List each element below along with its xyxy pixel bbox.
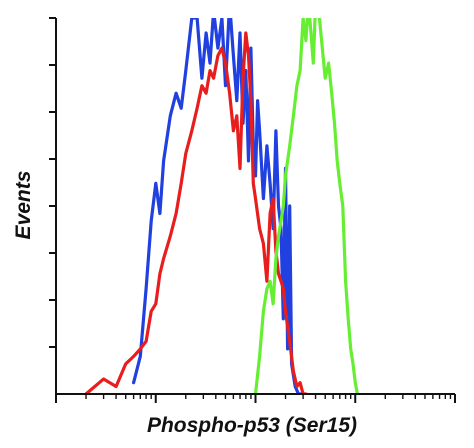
x-axis-title: Phospho-p53 (Ser15) [147,414,357,437]
series-layer [84,18,359,394]
plot-frame [55,18,455,395]
series-line-2 [84,31,308,394]
y-axis-title: Events [12,171,35,240]
series-line-3 [253,18,359,394]
